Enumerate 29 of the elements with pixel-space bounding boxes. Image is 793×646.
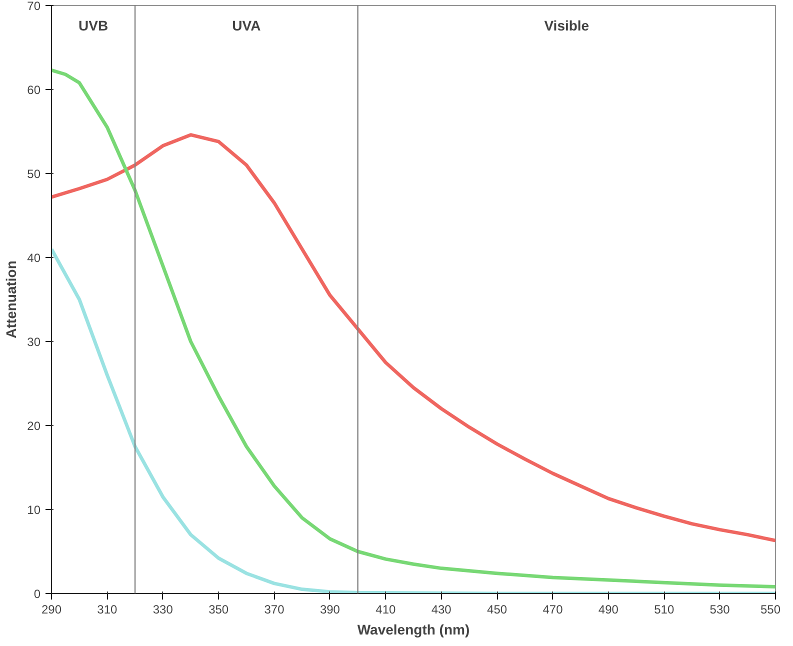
x-tick-label: 330 xyxy=(152,602,174,616)
y-tick-label: 20 xyxy=(27,419,41,433)
y-tick-label: 40 xyxy=(27,251,41,265)
x-tick-label: 310 xyxy=(97,602,118,616)
x-tick-label: 410 xyxy=(376,602,396,616)
y-tick-label: 60 xyxy=(27,83,41,97)
x-axis-title: Wavelength (nm) xyxy=(357,622,470,638)
y-tick-label: 50 xyxy=(27,167,41,181)
y-tick-label: 70 xyxy=(27,0,41,13)
y-axis-title: Attenuation xyxy=(3,260,20,338)
x-tick-label: 510 xyxy=(654,602,674,616)
x-tick-label: 350 xyxy=(208,602,229,616)
band-label: Visible xyxy=(544,18,590,34)
x-tick-label: 530 xyxy=(710,602,730,616)
line-series xyxy=(52,68,776,589)
x-tick-label: 390 xyxy=(320,602,340,616)
x-tick-label: 470 xyxy=(542,602,564,616)
band-label: UVB xyxy=(78,18,108,34)
x-tick-label: 430 xyxy=(431,602,452,616)
x-tick-label: 550 xyxy=(760,602,781,616)
y-tick-label: 30 xyxy=(27,335,41,349)
y-tick-label: 0 xyxy=(34,587,41,601)
x-tick-label: 370 xyxy=(264,602,285,616)
x-tick-label: 450 xyxy=(487,602,508,616)
y-tick-label: 10 xyxy=(27,503,41,517)
x-tick-label: 490 xyxy=(598,602,619,616)
x-tick-label: 290 xyxy=(41,602,62,616)
band-label: UVA xyxy=(232,18,261,34)
line-series xyxy=(52,133,776,542)
